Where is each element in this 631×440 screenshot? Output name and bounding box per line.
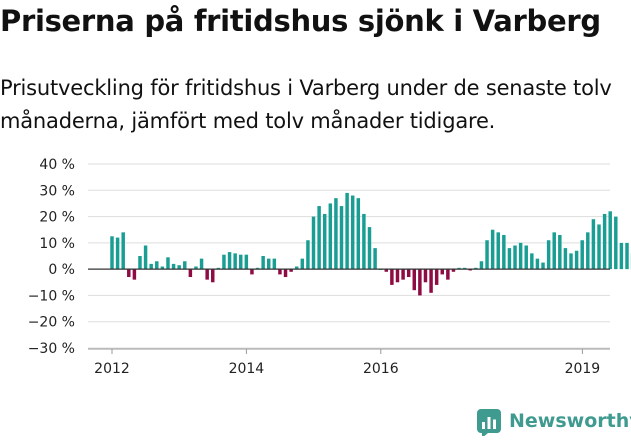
bar — [569, 253, 572, 269]
bar — [580, 240, 583, 269]
bar — [541, 263, 544, 270]
bar — [530, 253, 533, 269]
x-tick-label: 2014 — [229, 361, 265, 377]
bar — [138, 256, 141, 269]
x-tick-label: 2016 — [363, 361, 399, 377]
bar — [603, 214, 606, 269]
chart-subtitle: Prisutveckling för fritidshus i Varberg … — [0, 72, 625, 138]
bar — [127, 269, 130, 277]
bar — [317, 206, 320, 269]
bar — [222, 255, 225, 269]
newsworthy-logo: Newsworthy — [476, 408, 504, 436]
bar — [519, 243, 522, 269]
newsworthy-logo-text: Newsworthy — [509, 410, 631, 432]
bar — [261, 256, 264, 269]
bar — [390, 269, 393, 285]
bar — [306, 240, 309, 269]
bar — [312, 217, 315, 270]
bar — [418, 269, 421, 295]
y-tick-label: 40 % — [39, 157, 75, 173]
bar — [149, 264, 152, 269]
bar — [284, 269, 287, 277]
bar — [345, 193, 348, 269]
bar — [396, 269, 399, 282]
bar — [525, 245, 528, 269]
bar — [233, 253, 236, 269]
bar — [502, 235, 505, 269]
bar — [228, 252, 231, 269]
bar — [110, 236, 113, 269]
bar — [429, 269, 432, 293]
bar — [373, 248, 376, 269]
bar — [133, 269, 136, 280]
y-tick-label: 20 % — [39, 210, 75, 226]
y-tick-label: −20 % — [28, 315, 75, 331]
bar — [536, 259, 539, 270]
bar — [155, 261, 158, 269]
bar — [362, 214, 365, 269]
bar — [357, 198, 360, 269]
bar — [424, 269, 427, 282]
bar — [620, 243, 623, 269]
bar — [200, 259, 203, 270]
bar — [250, 269, 253, 274]
bar — [592, 219, 595, 269]
bar — [608, 211, 611, 269]
bar — [183, 261, 186, 269]
bar — [144, 245, 147, 269]
bar — [491, 230, 494, 269]
bar — [205, 269, 208, 280]
bar — [435, 269, 438, 285]
bar — [558, 235, 561, 269]
bar — [614, 217, 617, 270]
bar — [323, 214, 326, 269]
y-tick-label: 0 % — [48, 262, 75, 278]
bar — [340, 206, 343, 269]
bar — [497, 232, 500, 269]
bar — [508, 248, 511, 269]
bar — [239, 255, 242, 269]
bar — [334, 198, 337, 269]
bar — [278, 269, 281, 274]
bar — [166, 257, 169, 269]
bar — [267, 259, 270, 270]
bar — [446, 269, 449, 280]
bar — [368, 227, 371, 269]
bar — [301, 259, 304, 270]
bar — [480, 261, 483, 269]
bar — [211, 269, 214, 282]
bar-chart: 40 % 30 % 20 % 10 % 0 % −10 % −20 % −30 % 2012 20… — [0, 150, 631, 390]
y-tick-label: 30 % — [39, 183, 75, 199]
y-tick-label: 10 % — [39, 236, 75, 252]
bar — [586, 232, 589, 269]
bar — [401, 269, 404, 280]
bar — [351, 196, 354, 270]
bar — [625, 243, 628, 269]
x-tick-label: 2019 — [565, 361, 601, 377]
bar — [513, 245, 516, 269]
bar — [597, 224, 600, 269]
y-tick-label: −30 % — [28, 341, 75, 357]
bar — [273, 259, 276, 270]
bar — [407, 269, 410, 277]
bar — [121, 232, 124, 269]
bar — [485, 240, 488, 269]
bar — [172, 264, 175, 269]
bar — [116, 238, 119, 270]
newsworthy-logo-icon — [476, 408, 504, 436]
bar — [329, 203, 332, 269]
bar — [552, 232, 555, 269]
bar — [245, 255, 248, 269]
bar — [564, 248, 567, 269]
bar — [441, 269, 444, 274]
chart-title: Priserna på fritidshus sjönk i Varberg — [0, 4, 631, 38]
bar — [413, 269, 416, 290]
x-tick-label: 2012 — [94, 361, 130, 377]
y-tick-label: −10 % — [28, 288, 75, 304]
bar — [575, 251, 578, 269]
bar — [189, 269, 192, 277]
bar — [547, 240, 550, 269]
